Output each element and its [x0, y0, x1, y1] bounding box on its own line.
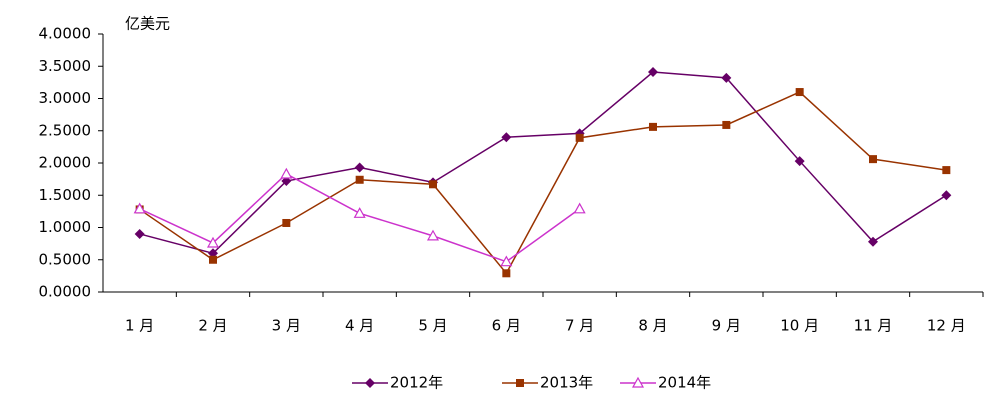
- marker: [206, 236, 220, 248]
- marker: [426, 229, 440, 241]
- marker: [353, 207, 366, 218]
- x-tick-label: 9 月: [712, 317, 741, 335]
- unit-label: 亿美元: [125, 15, 170, 33]
- x-tick-label: 12 月: [927, 317, 966, 335]
- x-tick-label: 7 月: [565, 317, 594, 335]
- marker: [942, 166, 951, 175]
- y-tick-label: 2.0000: [39, 154, 92, 172]
- marker: [354, 162, 365, 173]
- y-tick-label: 1.0000: [39, 218, 92, 236]
- y-tick-label: 0.0000: [39, 283, 92, 301]
- marker: [941, 190, 952, 201]
- marker: [721, 72, 732, 83]
- series-line: [139, 71, 947, 255]
- legend-label: 2014年: [658, 374, 711, 392]
- marker: [573, 202, 586, 214]
- marker: [429, 180, 437, 189]
- marker: [649, 122, 657, 131]
- marker: [795, 88, 804, 97]
- marker: [209, 255, 217, 264]
- x-tick-label: 1 月: [125, 317, 154, 335]
- y-tick-label: 4.0000: [39, 25, 92, 43]
- y-tick-label: 3.0000: [39, 89, 92, 107]
- x-tick-label: 11 月: [854, 317, 893, 335]
- marker: [502, 269, 511, 278]
- x-tick-label: 2 月: [198, 317, 227, 335]
- marker: [280, 167, 293, 179]
- x-tick-label: 4 月: [345, 317, 374, 335]
- legend-label: 2013年: [540, 374, 593, 392]
- y-tick-label: 1.5000: [39, 186, 92, 204]
- marker: [868, 236, 878, 247]
- marker: [648, 67, 658, 78]
- marker: [794, 156, 805, 167]
- x-tick-label: 3 月: [272, 317, 301, 335]
- x-tick-label: 10 月: [780, 317, 819, 335]
- marker: [722, 120, 731, 129]
- x-tick-label: 8 月: [638, 317, 667, 335]
- x-tick-label: 6 月: [492, 317, 521, 335]
- marker: [355, 175, 364, 184]
- marker: [500, 255, 513, 267]
- marker: [134, 228, 145, 239]
- y-tick-label: 3.5000: [39, 57, 92, 75]
- marker: [282, 218, 291, 227]
- legend-marker: [631, 376, 645, 388]
- legend-marker: [516, 379, 524, 387]
- series-line: [139, 91, 947, 275]
- marker: [501, 132, 512, 143]
- y-tick-label: 2.5000: [39, 121, 92, 139]
- legend-label: 2012年: [390, 374, 443, 392]
- marker: [133, 202, 146, 214]
- legend-marker: [365, 378, 375, 388]
- marker: [869, 155, 877, 164]
- marker: [575, 133, 584, 142]
- x-tick-label: 5 月: [418, 317, 447, 335]
- y-tick-label: 0.5000: [39, 250, 92, 268]
